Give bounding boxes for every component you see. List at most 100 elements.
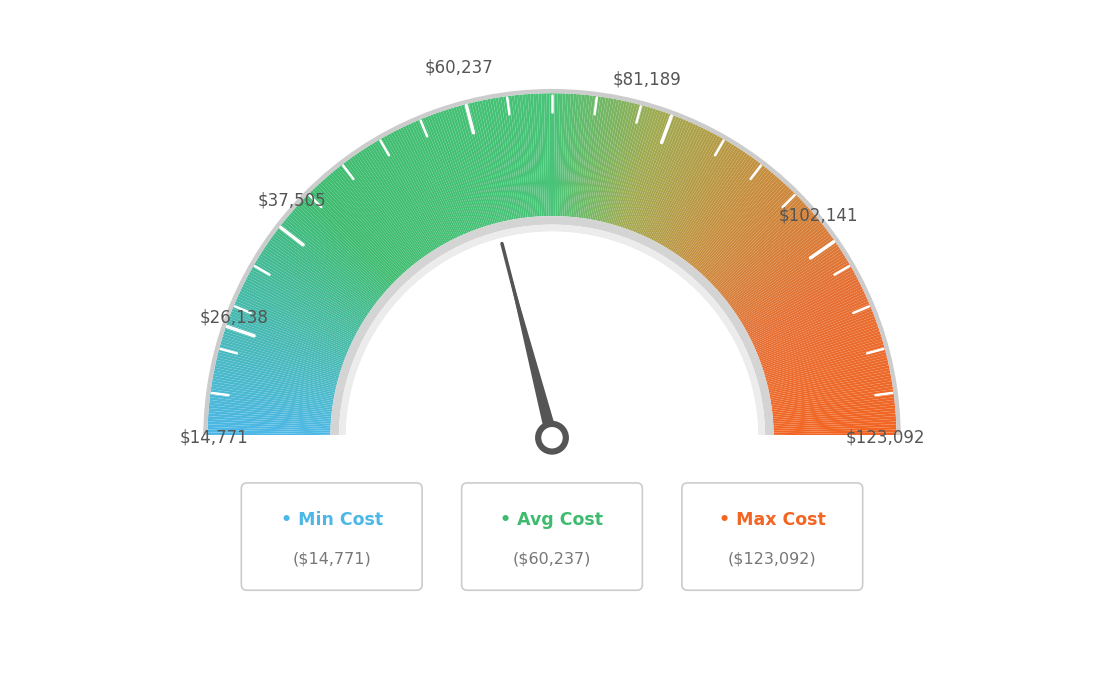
Wedge shape (469, 103, 500, 223)
Text: • Avg Cost: • Avg Cost (500, 511, 604, 529)
Wedge shape (217, 355, 337, 386)
Wedge shape (302, 198, 393, 285)
Wedge shape (283, 220, 380, 299)
Wedge shape (211, 386, 332, 406)
Wedge shape (657, 135, 718, 244)
Wedge shape (322, 179, 405, 273)
Wedge shape (592, 99, 616, 220)
Wedge shape (310, 190, 397, 279)
Wedge shape (702, 185, 788, 276)
Wedge shape (616, 108, 654, 226)
Wedge shape (210, 395, 332, 412)
Wedge shape (734, 242, 837, 313)
Wedge shape (711, 198, 802, 285)
Wedge shape (350, 157, 423, 258)
Wedge shape (712, 200, 804, 286)
Wedge shape (372, 143, 437, 248)
Wedge shape (769, 373, 891, 398)
Wedge shape (258, 255, 364, 322)
Wedge shape (765, 342, 883, 377)
Wedge shape (448, 108, 487, 226)
Wedge shape (223, 331, 341, 371)
Wedge shape (652, 130, 711, 241)
Wedge shape (290, 212, 384, 294)
Wedge shape (661, 139, 725, 246)
Wedge shape (655, 132, 713, 241)
Wedge shape (649, 128, 705, 239)
Wedge shape (526, 94, 537, 217)
Wedge shape (668, 144, 734, 250)
Wedge shape (533, 94, 542, 217)
Wedge shape (620, 110, 661, 228)
Wedge shape (595, 100, 622, 221)
Wedge shape (699, 179, 782, 273)
Wedge shape (433, 114, 477, 230)
Wedge shape (279, 224, 378, 302)
Wedge shape (391, 132, 449, 241)
Wedge shape (226, 324, 343, 366)
Wedge shape (682, 159, 756, 259)
Wedge shape (714, 204, 807, 288)
Wedge shape (773, 413, 895, 424)
Wedge shape (208, 422, 330, 429)
Wedge shape (477, 101, 506, 221)
Wedge shape (648, 127, 703, 239)
Wedge shape (764, 339, 883, 376)
Wedge shape (774, 430, 896, 434)
Wedge shape (664, 140, 728, 247)
Wedge shape (248, 272, 358, 333)
Wedge shape (757, 306, 871, 355)
Wedge shape (399, 128, 455, 239)
Wedge shape (681, 157, 754, 258)
Wedge shape (638, 121, 689, 235)
Wedge shape (488, 99, 512, 220)
Text: • Max Cost: • Max Cost (719, 511, 826, 529)
Wedge shape (509, 96, 526, 218)
Wedge shape (750, 282, 860, 339)
Wedge shape (386, 135, 447, 244)
Wedge shape (264, 246, 368, 316)
Wedge shape (221, 342, 339, 377)
Wedge shape (220, 344, 339, 380)
Wedge shape (747, 274, 857, 334)
Wedge shape (222, 337, 340, 374)
Wedge shape (762, 328, 880, 369)
Wedge shape (252, 267, 360, 329)
Wedge shape (403, 126, 457, 238)
Wedge shape (352, 156, 425, 257)
Wedge shape (651, 130, 709, 240)
Wedge shape (227, 319, 344, 363)
Wedge shape (756, 304, 870, 353)
Wedge shape (659, 136, 720, 244)
Wedge shape (213, 376, 333, 400)
Wedge shape (705, 188, 792, 279)
Wedge shape (374, 141, 439, 248)
Wedge shape (772, 397, 894, 413)
Wedge shape (210, 400, 331, 415)
Wedge shape (763, 334, 881, 373)
Wedge shape (405, 125, 459, 237)
Wedge shape (736, 246, 840, 316)
Wedge shape (235, 301, 349, 351)
Wedge shape (320, 181, 404, 274)
Wedge shape (339, 166, 416, 264)
Wedge shape (225, 326, 342, 368)
Wedge shape (291, 210, 385, 293)
Wedge shape (710, 196, 799, 284)
Wedge shape (570, 95, 582, 217)
Wedge shape (629, 115, 673, 230)
Wedge shape (528, 94, 538, 217)
Wedge shape (357, 152, 427, 255)
Wedge shape (640, 121, 691, 235)
Wedge shape (764, 337, 882, 374)
Wedge shape (544, 93, 549, 216)
Wedge shape (611, 106, 646, 224)
Wedge shape (546, 93, 550, 216)
Text: ($60,237): ($60,237) (513, 552, 591, 566)
Wedge shape (208, 435, 330, 437)
Wedge shape (381, 137, 444, 245)
Wedge shape (737, 248, 841, 317)
Wedge shape (696, 176, 778, 270)
Wedge shape (539, 93, 545, 216)
Wedge shape (297, 204, 390, 288)
